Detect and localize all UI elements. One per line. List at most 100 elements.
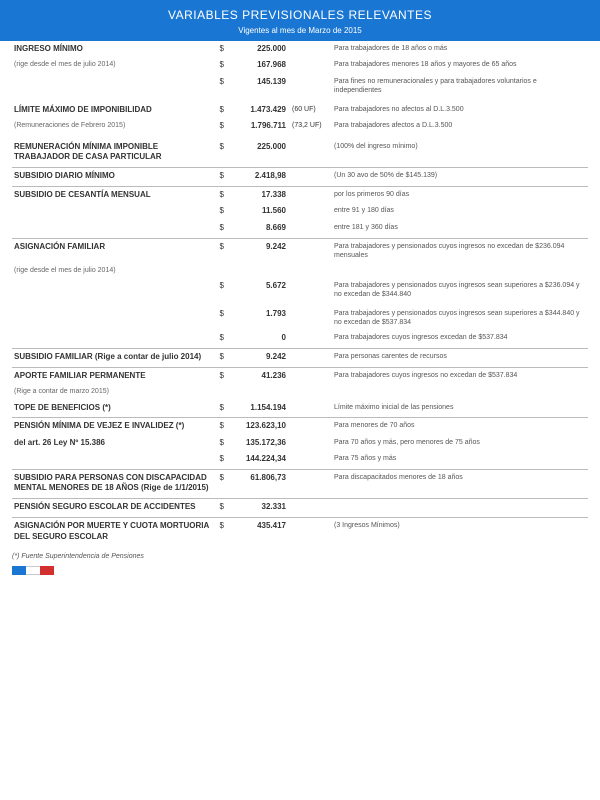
table-row: REMUNERACIÓN MÍNIMA IMPONIBLE TRABAJADOR… bbox=[12, 139, 588, 166]
currency-symbol: $ bbox=[212, 418, 226, 435]
row-description: Para fines no remuneracionales y para tr… bbox=[332, 74, 588, 98]
table-row: SUBSIDIO DIARIO MÍNIMO$2.418,98(Un 30 av… bbox=[12, 168, 588, 185]
row-value: 145.139 bbox=[226, 74, 290, 98]
row-uf bbox=[290, 278, 332, 302]
footer-note: (*) Fuente Superintendencia de Pensiones bbox=[12, 553, 588, 560]
table-row: INGRESO MÍNIMO$225.000Para trabajadores … bbox=[12, 41, 588, 57]
row-description: Para trabajadores y pensionados cuyos in… bbox=[332, 278, 588, 302]
row-description: Para trabajadores cuyos ingresos no exce… bbox=[332, 368, 588, 385]
row-description bbox=[332, 263, 588, 278]
row-label bbox=[12, 451, 212, 467]
row-value: 17.338 bbox=[226, 186, 290, 203]
row-uf bbox=[290, 220, 332, 236]
table-row: SUBSIDIO DE CESANTÍA MENSUAL$17.338por l… bbox=[12, 186, 588, 203]
row-value: 225.000 bbox=[226, 139, 290, 166]
row-uf bbox=[290, 400, 332, 416]
row-value: 2.418,98 bbox=[226, 168, 290, 185]
row-value: 123.623,10 bbox=[226, 418, 290, 435]
row-description bbox=[332, 384, 588, 399]
row-value: 32.331 bbox=[226, 499, 290, 516]
table-row: SUBSIDIO PARA PERSONAS CON DISCAPACIDAD … bbox=[12, 470, 588, 497]
currency-symbol: $ bbox=[212, 349, 226, 366]
row-label: (rige desde el mes de julio 2014) bbox=[12, 57, 212, 73]
row-label: ASIGNACIÓN FAMILIAR bbox=[12, 238, 212, 263]
currency-symbol: $ bbox=[212, 118, 226, 134]
content-area: INGRESO MÍNIMO$225.000Para trabajadores … bbox=[0, 41, 600, 549]
row-description: entre 91 y 180 días bbox=[332, 203, 588, 219]
row-value: 8.669 bbox=[226, 220, 290, 236]
row-description: (3 Ingresos Mínimos) bbox=[332, 518, 588, 545]
currency-symbol: $ bbox=[212, 102, 226, 118]
currency-symbol: $ bbox=[212, 470, 226, 497]
row-value: 144.224,34 bbox=[226, 451, 290, 467]
row-value: 167.968 bbox=[226, 57, 290, 73]
table-row: $145.139 Para fines no remuneracionales y… bbox=[12, 74, 588, 98]
row-uf: (60 UF) bbox=[290, 102, 332, 118]
table-row: $1.793Para trabajadores y pensionados cu… bbox=[12, 306, 588, 330]
row-uf bbox=[290, 518, 332, 545]
table-row: (rige desde el mes de julio 2014)$167.96… bbox=[12, 57, 588, 73]
row-uf bbox=[290, 418, 332, 435]
row-description bbox=[332, 499, 588, 516]
row-uf bbox=[290, 263, 332, 278]
row-uf bbox=[290, 186, 332, 203]
page-subtitle: Vigentes al mes de Marzo de 2015 bbox=[0, 26, 600, 35]
row-description: Para trabajadores menores 18 años y mayo… bbox=[332, 57, 588, 73]
row-uf: (73,2 UF) bbox=[290, 118, 332, 134]
currency-symbol bbox=[212, 384, 226, 399]
row-label: INGRESO MÍNIMO bbox=[12, 41, 212, 57]
table-row: (Rige a contar de marzo 2015) bbox=[12, 384, 588, 399]
table-row: APORTE FAMILIAR PERMANENTE$41.236Para tr… bbox=[12, 368, 588, 385]
row-description: entre 181 y 360 días bbox=[332, 220, 588, 236]
row-label: LÍMITE MÁXIMO DE IMPONIBILIDAD bbox=[12, 102, 212, 118]
row-description: Para trabajadores y pensionados cuyos in… bbox=[332, 306, 588, 330]
row-value: 11.560 bbox=[226, 203, 290, 219]
header: VARIABLES PREVISIONALES RELEVANTES Vigen… bbox=[0, 0, 600, 41]
row-uf bbox=[290, 74, 332, 98]
row-value: 41.236 bbox=[226, 368, 290, 385]
page-title: VARIABLES PREVISIONALES RELEVANTES bbox=[0, 8, 600, 22]
table-row: del art. 26 Ley Nº 15.386$135.172,36Para… bbox=[12, 435, 588, 451]
currency-symbol: $ bbox=[212, 203, 226, 219]
currency-symbol: $ bbox=[212, 451, 226, 467]
row-uf bbox=[290, 435, 332, 451]
currency-symbol: $ bbox=[212, 74, 226, 98]
row-uf bbox=[290, 41, 332, 57]
table-row: (Remuneraciones de Febrero 2015)$1.796.7… bbox=[12, 118, 588, 134]
table-row: ASIGNACIÓN POR MUERTE Y CUOTA MORTUORIA … bbox=[12, 518, 588, 545]
row-value: 435.417 bbox=[226, 518, 290, 545]
row-uf bbox=[290, 451, 332, 467]
row-label: SUBSIDIO DE CESANTÍA MENSUAL bbox=[12, 186, 212, 203]
row-description: Para trabajadores afectos a D.L.3.500 bbox=[332, 118, 588, 134]
currency-symbol: $ bbox=[212, 238, 226, 263]
table-row: $8.669entre 181 y 360 días bbox=[12, 220, 588, 236]
table-row: $144.224,34Para 75 años y más bbox=[12, 451, 588, 467]
row-uf bbox=[290, 384, 332, 399]
row-uf bbox=[290, 470, 332, 497]
table-row: $5.672Para trabajadores y pensionados cu… bbox=[12, 278, 588, 302]
row-label: REMUNERACIÓN MÍNIMA IMPONIBLE TRABAJADOR… bbox=[12, 139, 212, 166]
currency-symbol: $ bbox=[212, 41, 226, 57]
row-uf bbox=[290, 57, 332, 73]
row-description: Para trabajadores y pensionados cuyos in… bbox=[332, 238, 588, 263]
currency-symbol: $ bbox=[212, 400, 226, 416]
currency-symbol: $ bbox=[212, 499, 226, 516]
row-uf bbox=[290, 203, 332, 219]
row-value bbox=[226, 384, 290, 399]
currency-symbol: $ bbox=[212, 435, 226, 451]
table-row: LÍMITE MÁXIMO DE IMPONIBILIDAD$1.473.429… bbox=[12, 102, 588, 118]
row-label: PENSIÓN MÍNIMA DE VEJEZ E INVALIDEZ (*) bbox=[12, 418, 212, 435]
table-row: $11.560 entre 91 y 180 días bbox=[12, 203, 588, 219]
row-description: Para discapacitados menores de 18 años bbox=[332, 470, 588, 497]
row-description: (Un 30 avo de 50% de $145.139) bbox=[332, 168, 588, 185]
row-value bbox=[226, 263, 290, 278]
currency-symbol bbox=[212, 263, 226, 278]
row-uf bbox=[290, 306, 332, 330]
currency-symbol: $ bbox=[212, 278, 226, 302]
flag-icon bbox=[12, 566, 54, 575]
table-row: TOPE DE BENEFICIOS (*)$1.154.194Límite m… bbox=[12, 400, 588, 416]
currency-symbol: $ bbox=[212, 306, 226, 330]
row-uf bbox=[290, 139, 332, 166]
currency-symbol: $ bbox=[212, 57, 226, 73]
currency-symbol: $ bbox=[212, 368, 226, 385]
